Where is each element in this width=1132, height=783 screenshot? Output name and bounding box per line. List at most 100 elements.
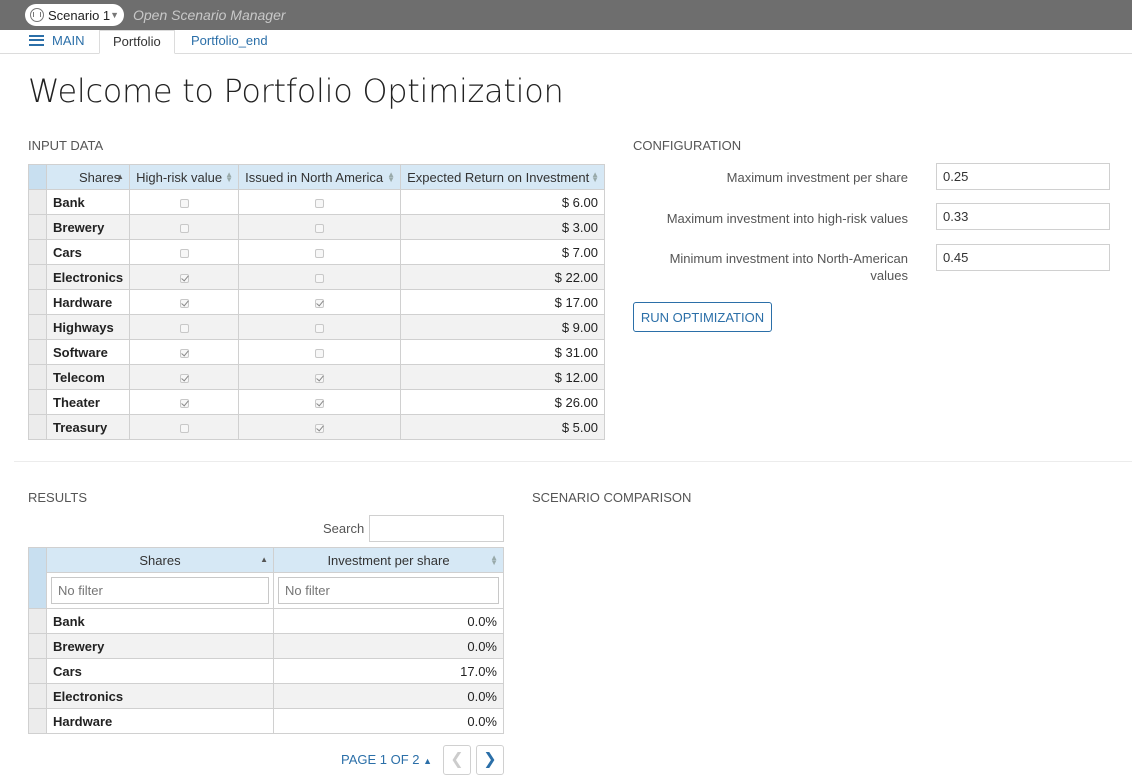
table-row[interactable]: Software $ 31.00 xyxy=(28,339,605,365)
north-america-cell[interactable] xyxy=(238,364,402,390)
investment-cell[interactable]: 17.0% xyxy=(273,658,504,684)
high-risk-checkbox[interactable] xyxy=(179,273,189,283)
max-high-risk-input[interactable] xyxy=(936,203,1110,230)
table-row[interactable]: Electronics $ 22.00 xyxy=(28,264,605,290)
row-header[interactable] xyxy=(28,708,47,734)
share-name-cell[interactable]: Software xyxy=(45,339,131,365)
share-name-cell[interactable]: Theater xyxy=(45,389,131,415)
north-america-cell[interactable] xyxy=(238,189,402,215)
row-header[interactable] xyxy=(28,389,47,415)
high-risk-cell[interactable] xyxy=(129,414,240,440)
north-america-cell[interactable] xyxy=(238,314,402,340)
high-risk-checkbox[interactable] xyxy=(179,248,189,258)
row-header[interactable] xyxy=(28,608,47,634)
high-risk-checkbox[interactable] xyxy=(179,348,189,358)
share-name-cell[interactable]: Bank xyxy=(46,608,274,634)
row-header[interactable] xyxy=(28,239,47,265)
table-row[interactable]: Hardware $ 17.00 xyxy=(28,289,605,315)
min-north-america-input[interactable] xyxy=(936,244,1110,271)
scenario-selector[interactable]: Scenario 1 ▼ xyxy=(25,4,124,26)
table-row[interactable]: Highways $ 9.00 xyxy=(28,314,605,340)
row-header[interactable] xyxy=(28,264,47,290)
high-risk-cell[interactable] xyxy=(129,314,240,340)
table-row[interactable]: Treasury $ 5.00 xyxy=(28,414,605,440)
north-america-cell[interactable] xyxy=(238,414,402,440)
share-name-cell[interactable]: Hardware xyxy=(45,289,131,315)
search-input[interactable] xyxy=(369,515,504,542)
north-america-checkbox[interactable] xyxy=(315,223,325,233)
north-america-checkbox[interactable] xyxy=(315,398,325,408)
row-header[interactable] xyxy=(28,339,47,365)
high-risk-checkbox[interactable] xyxy=(179,323,189,333)
table-row[interactable]: Brewery 0.0% xyxy=(28,633,504,659)
col-header-north-america[interactable]: Issued in North America ▲ ▼ xyxy=(238,164,402,190)
filter-input-investment[interactable] xyxy=(278,577,499,604)
tab-main[interactable]: MAIN xyxy=(16,30,98,54)
table-row[interactable]: Cars $ 7.00 xyxy=(28,239,605,265)
high-risk-cell[interactable] xyxy=(129,289,240,315)
share-name-cell[interactable]: Brewery xyxy=(46,633,274,659)
investment-cell[interactable]: 0.0% xyxy=(273,708,504,734)
north-america-cell[interactable] xyxy=(238,339,402,365)
table-row[interactable]: Brewery $ 3.00 xyxy=(28,214,605,240)
col-header-expected-return[interactable]: Expected Return on Investment ▲ ▼ xyxy=(400,164,605,190)
expected-return-cell[interactable]: $ 5.00 xyxy=(400,414,605,440)
share-name-cell[interactable]: Cars xyxy=(46,658,274,684)
row-header[interactable] xyxy=(28,414,47,440)
expected-return-cell[interactable]: $ 7.00 xyxy=(400,239,605,265)
north-america-checkbox[interactable] xyxy=(315,198,325,208)
high-risk-checkbox[interactable] xyxy=(179,423,189,433)
high-risk-checkbox[interactable] xyxy=(179,398,189,408)
north-america-cell[interactable] xyxy=(238,214,402,240)
investment-cell[interactable]: 0.0% xyxy=(273,683,504,709)
max-per-share-input[interactable] xyxy=(936,163,1110,190)
row-header[interactable] xyxy=(28,214,47,240)
high-risk-checkbox[interactable] xyxy=(179,298,189,308)
table-row[interactable]: Theater $ 26.00 xyxy=(28,389,605,415)
north-america-checkbox[interactable] xyxy=(315,273,325,283)
high-risk-cell[interactable] xyxy=(129,189,240,215)
row-header[interactable] xyxy=(28,658,47,684)
expected-return-cell[interactable]: $ 6.00 xyxy=(400,189,605,215)
high-risk-cell[interactable] xyxy=(129,389,240,415)
row-header[interactable] xyxy=(28,683,47,709)
high-risk-cell[interactable] xyxy=(129,364,240,390)
filter-input-shares[interactable] xyxy=(51,577,269,604)
expected-return-cell[interactable]: $ 3.00 xyxy=(400,214,605,240)
north-america-checkbox[interactable] xyxy=(315,248,325,258)
investment-cell[interactable]: 0.0% xyxy=(273,633,504,659)
north-america-cell[interactable] xyxy=(238,239,402,265)
north-america-cell[interactable] xyxy=(238,389,402,415)
share-name-cell[interactable]: Highways xyxy=(45,314,131,340)
next-page-button[interactable]: ❯ xyxy=(476,745,504,775)
row-header[interactable] xyxy=(28,364,47,390)
high-risk-checkbox[interactable] xyxy=(179,373,189,383)
expected-return-cell[interactable]: $ 9.00 xyxy=(400,314,605,340)
tab-portfolio[interactable]: Portfolio xyxy=(99,30,175,54)
tab-portfolio-end[interactable]: Portfolio_end xyxy=(178,30,281,54)
high-risk-cell[interactable] xyxy=(129,239,240,265)
table-row[interactable]: Hardware 0.0% xyxy=(28,708,504,734)
col-header-shares[interactable]: Shares ▲ xyxy=(45,164,131,190)
expected-return-cell[interactable]: $ 22.00 xyxy=(400,264,605,290)
share-name-cell[interactable]: Hardware xyxy=(46,708,274,734)
row-header[interactable] xyxy=(28,314,47,340)
expected-return-cell[interactable]: $ 26.00 xyxy=(400,389,605,415)
north-america-checkbox[interactable] xyxy=(315,373,325,383)
share-name-cell[interactable]: Electronics xyxy=(45,264,131,290)
table-row[interactable]: Telecom $ 12.00 xyxy=(28,364,605,390)
share-name-cell[interactable]: Cars xyxy=(45,239,131,265)
expected-return-cell[interactable]: $ 12.00 xyxy=(400,364,605,390)
share-name-cell[interactable]: Bank xyxy=(45,189,131,215)
high-risk-cell[interactable] xyxy=(129,339,240,365)
share-name-cell[interactable]: Treasury xyxy=(45,414,131,440)
north-america-checkbox[interactable] xyxy=(315,298,325,308)
row-header[interactable] xyxy=(28,633,47,659)
expected-return-cell[interactable]: $ 31.00 xyxy=(400,339,605,365)
col-header-high-risk[interactable]: High-risk value ▲ ▼ xyxy=(129,164,240,190)
north-america-checkbox[interactable] xyxy=(315,423,325,433)
share-name-cell[interactable]: Telecom xyxy=(45,364,131,390)
table-row[interactable]: Bank 0.0% xyxy=(28,608,504,634)
high-risk-cell[interactable] xyxy=(129,214,240,240)
share-name-cell[interactable]: Electronics xyxy=(46,683,274,709)
